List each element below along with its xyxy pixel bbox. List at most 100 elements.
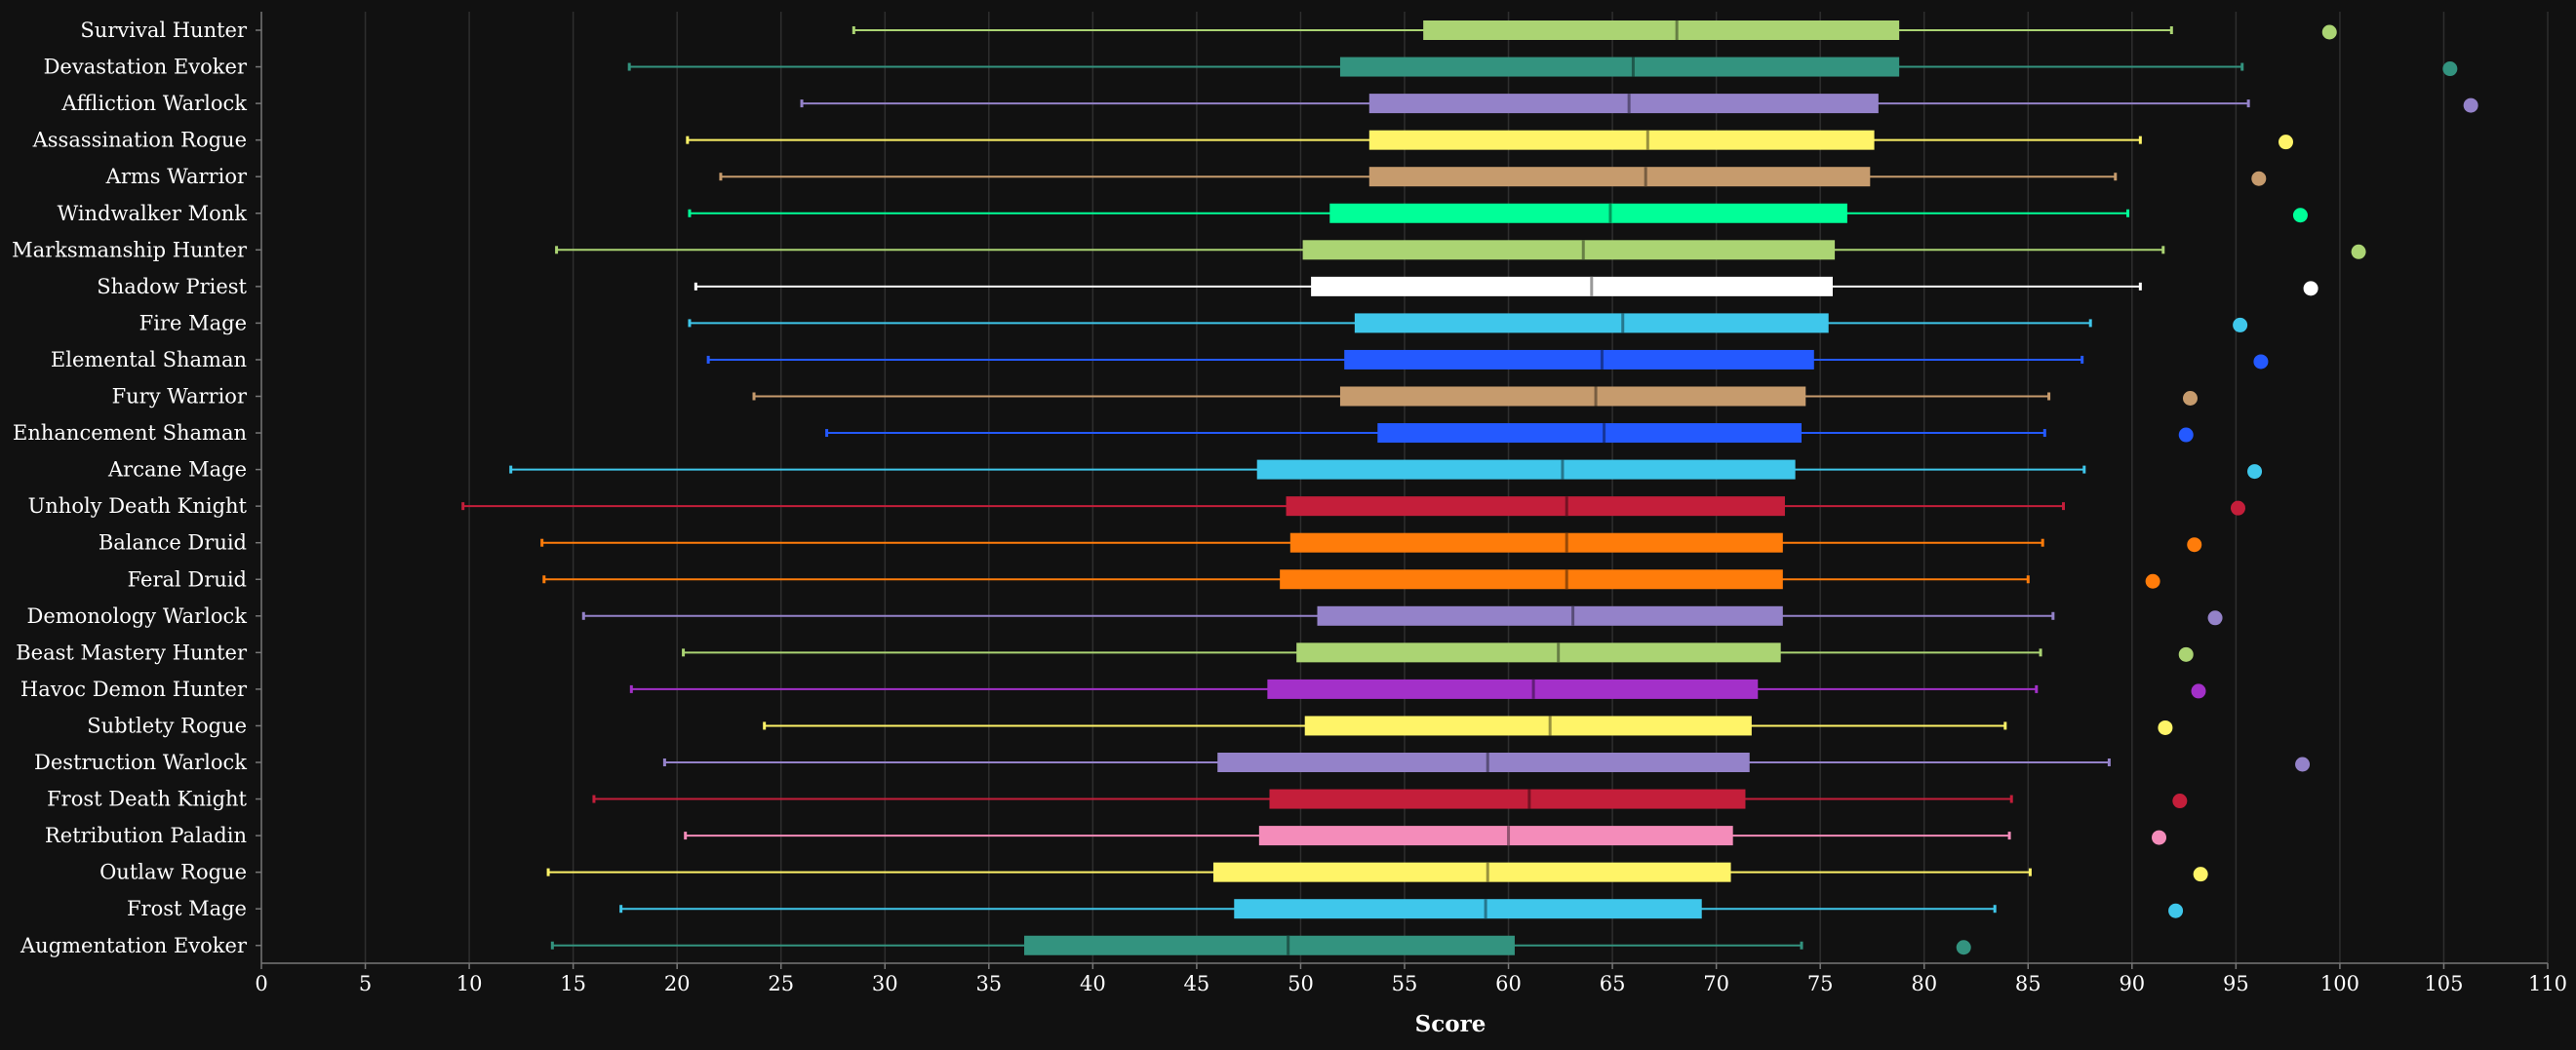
category-label: Augmentation Evoker (20, 934, 248, 957)
box-row: Enhancement Shaman (13, 421, 2194, 445)
x-tick-label: 110 (2528, 972, 2567, 995)
iqr-box (1269, 789, 1746, 809)
category-label: Survival Hunter (80, 19, 248, 42)
top-score-point (2182, 391, 2198, 406)
iqr-box (1311, 276, 1833, 296)
x-tick-label: 10 (456, 972, 483, 995)
box-row: Shadow Priest (97, 275, 2318, 298)
top-score-point (2247, 464, 2263, 480)
iqr-box (1317, 605, 1783, 626)
x-tick-label: 40 (1080, 972, 1106, 995)
category-label: Havoc Demon Hunter (20, 678, 248, 701)
box-row: Subtlety Rogue (87, 714, 2173, 737)
top-score-point (2251, 171, 2267, 186)
category-label: Windwalker Monk (58, 202, 248, 225)
box-row: Affliction Warlock (61, 92, 2478, 115)
box-row: Windwalker Monk (58, 202, 2308, 225)
category-label: Enhancement Shaman (13, 421, 247, 445)
box-row: Assassination Rogue (32, 129, 2294, 152)
iqr-box (1368, 94, 1879, 114)
x-tick-label: 60 (1495, 972, 1522, 995)
top-score-point (2178, 427, 2194, 443)
top-score-point (2187, 537, 2202, 553)
box-row: Unholy Death Knight (28, 494, 2245, 518)
iqr-box (1304, 716, 1752, 736)
axes: 0 5 10 15 20 25 30 35 40 45 50 55 60 65 70 75 80 85 90 95 10… (255, 12, 2567, 995)
box-row: Fury Warrior (112, 385, 2198, 408)
x-tick-label: 20 (664, 972, 691, 995)
iqr-box (1286, 496, 1785, 517)
top-score-point (2152, 830, 2167, 845)
iqr-box (1423, 20, 1900, 40)
box-row: Frost Death Knight (47, 788, 2188, 811)
iqr-box (1354, 313, 1829, 333)
x-tick-label: 25 (768, 972, 794, 995)
top-score-point (2279, 135, 2294, 150)
category-label: Fury Warrior (112, 385, 248, 408)
box-row: Retribution Paladin (45, 824, 2167, 847)
box-row: Arcane Mage (107, 458, 2263, 482)
box-row: Marksmanship Hunter (12, 238, 2366, 261)
box-row: Outlaw Rogue (99, 861, 2208, 884)
category-label: Marksmanship Hunter (12, 238, 248, 261)
iqr-box (1267, 679, 1759, 699)
top-score-point (2230, 500, 2245, 516)
x-tick-label: 65 (1600, 972, 1626, 995)
x-tick-label: 35 (975, 972, 1002, 995)
iqr-box (1377, 423, 1803, 444)
box-row: Frost Mage (127, 897, 2184, 920)
top-score-point (2442, 61, 2458, 77)
iqr-box (1368, 167, 1871, 187)
category-label: Elemental Shaman (51, 348, 247, 371)
box-row: Elemental Shaman (51, 348, 2269, 371)
iqr-box (1217, 753, 1750, 772)
top-score-point (1956, 940, 1971, 955)
x-tick-label: 80 (1911, 972, 1937, 995)
top-score-point (2178, 646, 2194, 662)
top-score-point (2145, 573, 2160, 589)
top-score-point (2303, 281, 2318, 296)
box-rows: Survival Hunter Devastation Evoker Afflict… (12, 19, 2478, 957)
top-score-point (2193, 867, 2208, 882)
category-label: Beast Mastery Hunter (16, 641, 248, 664)
iqr-box (1329, 203, 1847, 223)
category-label: Outlaw Rogue (99, 861, 247, 884)
top-score-point (2158, 719, 2173, 735)
box-row: Beast Mastery Hunter (16, 641, 2194, 664)
category-label: Assassination Rogue (32, 129, 247, 152)
x-tick-label: 50 (1288, 972, 1314, 995)
category-label: Arms Warrior (105, 165, 248, 188)
x-tick-label: 75 (1807, 972, 1834, 995)
x-tick-label: 30 (872, 972, 898, 995)
top-score-point (2351, 244, 2366, 259)
top-score-point (2321, 24, 2337, 40)
top-score-point (2233, 317, 2248, 332)
top-score-point (2168, 903, 2184, 918)
top-score-point (2463, 97, 2478, 113)
iqr-box (1234, 899, 1702, 919)
category-label: Shadow Priest (97, 275, 247, 298)
iqr-box (1302, 240, 1836, 260)
category-label: Frost Mage (127, 897, 247, 920)
box-row: Fire Mage (139, 311, 2248, 334)
iqr-box (1368, 130, 1875, 150)
x-tick-label: 90 (2119, 972, 2145, 995)
iqr-box (1024, 935, 1515, 955)
box-row: Augmentation Evoker (20, 934, 1971, 957)
category-label: Destruction Warlock (34, 751, 247, 774)
box-row: Feral Druid (128, 567, 2160, 591)
iqr-box (1212, 862, 1731, 882)
x-tick-label: 55 (1392, 972, 1418, 995)
top-score-point (2207, 610, 2223, 626)
iqr-box (1344, 349, 1814, 369)
category-label: Devastation Evoker (44, 56, 248, 79)
category-label: Retribution Paladin (45, 824, 247, 847)
box-row: Destruction Warlock (34, 751, 2311, 774)
iqr-box (1296, 642, 1781, 663)
top-score-point (2253, 354, 2269, 369)
x-tick-label: 70 (1703, 972, 1729, 995)
category-label: Subtlety Rogue (87, 714, 247, 737)
box-row: Balance Druid (99, 531, 2202, 555)
